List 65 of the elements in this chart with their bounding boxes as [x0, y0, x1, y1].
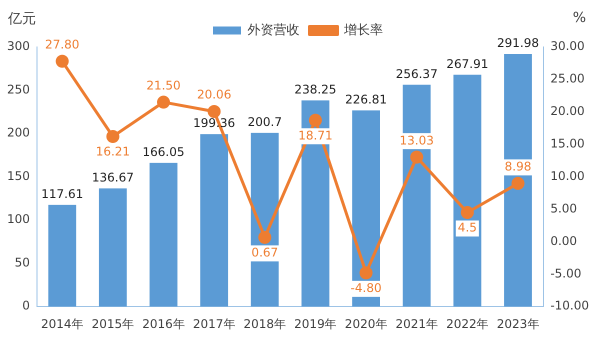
legend-label: 外资营收: [248, 22, 300, 38]
data-label: 166.05: [142, 145, 185, 160]
bar: [98, 188, 127, 307]
data-label: 136.67: [92, 170, 134, 184]
point: [56, 54, 69, 68]
data-label: 20.06: [196, 88, 232, 102]
y2-tick-label: 30.00: [550, 39, 585, 54]
point: [106, 130, 120, 143]
point: [460, 206, 474, 219]
y2-axis-title: %: [572, 10, 586, 26]
y2-tick-label: 10.00: [550, 168, 585, 183]
x-tick-label: 2021年: [395, 316, 438, 331]
point: [511, 176, 524, 190]
y-tick-label: 250: [7, 82, 30, 96]
bar: [48, 204, 76, 307]
y-tick-label: 100: [7, 212, 30, 226]
y2-tick-label: 15.00: [550, 136, 585, 150]
y-axis-title: 亿元: [8, 10, 36, 28]
y2-tick-label: -5.00: [550, 266, 582, 280]
data-label: 21.50: [146, 78, 181, 92]
data-label: 13.03: [400, 133, 434, 148]
y2-tick-label: 20.00: [550, 104, 585, 118]
x-tick-label: 2015年: [92, 316, 134, 331]
x-tick-label: 2017年: [192, 316, 236, 331]
x-tick-label: 2023年: [496, 316, 540, 331]
y-tick-label: 200: [7, 126, 30, 140]
x-tick-label: 2022年: [446, 316, 489, 331]
y-tick-label: 150: [7, 168, 30, 183]
data-label: 8.98: [504, 160, 532, 174]
point: [360, 266, 373, 280]
data-label: 117.61: [41, 186, 84, 201]
data-label: 267.91: [446, 56, 488, 71]
x-tick-label: 2020年: [344, 316, 388, 331]
point: [208, 105, 221, 118]
point: [258, 230, 272, 244]
data-label: 226.81: [345, 92, 388, 106]
legend-label: 增长率: [343, 22, 383, 38]
x-tick-label: 2018年: [244, 316, 286, 331]
point: [157, 96, 170, 109]
x-tick-label: 2014年: [40, 316, 84, 331]
point: [308, 114, 322, 127]
data-label: 200.7: [248, 115, 282, 130]
data-label: -4.80: [350, 280, 382, 295]
data-label: 256.37: [396, 66, 438, 81]
x-tick-label: 2019年: [294, 316, 337, 331]
x-tick-label: 2016年: [142, 316, 185, 331]
data-label: 18.71: [298, 128, 333, 142]
data-label: 4.5: [458, 220, 477, 235]
y-tick-label: 50: [14, 255, 30, 270]
data-label: 16.21: [96, 144, 130, 159]
y-tick-label: 0: [22, 298, 30, 313]
y2-tick-label: 25.00: [550, 72, 585, 86]
data-label: 0.67: [251, 245, 278, 260]
data-label: 27.80: [45, 37, 80, 52]
y2-tick-label: -10.00: [550, 298, 590, 313]
data-label: 238.25: [294, 82, 336, 97]
bar: [453, 74, 482, 307]
bar: [150, 162, 178, 307]
point: [410, 150, 424, 164]
data-label: 291.98: [496, 36, 539, 50]
bar: [504, 54, 532, 307]
y2-tick-label: 0.00: [550, 234, 578, 248]
y-tick-label: 300: [7, 39, 30, 54]
y2-tick-label: 5.00: [550, 201, 578, 216]
bar: [200, 134, 228, 307]
